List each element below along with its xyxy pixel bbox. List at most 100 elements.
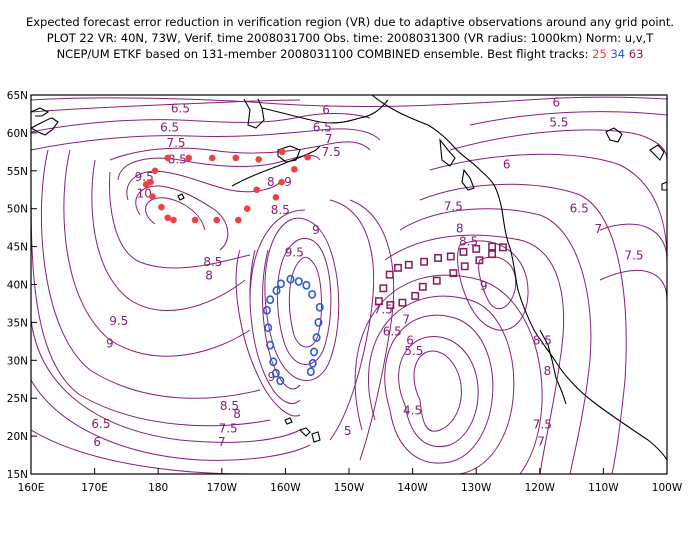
- contour-line: [109, 171, 251, 269]
- contour-line: [249, 209, 306, 301]
- contour-line: [235, 249, 301, 417]
- coastline: [31, 117, 59, 136]
- coastline: [461, 168, 475, 191]
- lon-tick-label: 160E: [18, 482, 45, 494]
- contour-label: 8: [205, 268, 213, 282]
- contour-line: [31, 113, 371, 133]
- contour-label: 9: [268, 370, 276, 384]
- contour-label: 8.5: [168, 152, 187, 166]
- blue-track-point: [272, 286, 281, 295]
- coastline: [298, 427, 311, 437]
- contour-label: 7.5: [322, 145, 341, 159]
- blue-track-point: [314, 317, 323, 327]
- red-track-point: [151, 167, 159, 175]
- coastline: [31, 107, 50, 117]
- coastline: [605, 127, 623, 143]
- contour-line: [31, 99, 301, 113]
- blue-track-point: [308, 358, 317, 368]
- red-track-point: [304, 153, 311, 161]
- contour-label: 8: [544, 364, 552, 378]
- purple-track-point: [418, 282, 427, 291]
- contour-line: [31, 128, 381, 151]
- contour-line: [367, 295, 515, 474]
- blue-track-point: [271, 368, 280, 378]
- purple-track-point: [432, 276, 441, 285]
- coastline: [661, 181, 667, 191]
- contour-label: 7: [218, 435, 226, 449]
- contour-line: [349, 199, 395, 461]
- contour-label: 8: [456, 221, 464, 235]
- contour-label: 7: [537, 434, 545, 448]
- contour-label: 6: [406, 334, 414, 348]
- contour-line: [31, 179, 271, 427]
- purple-track-point: [374, 297, 383, 306]
- title-line-2: PLOT 22 VR: 40N, 73W, Verif. time 200803…: [46, 31, 654, 45]
- contour-label: 6.5: [570, 202, 589, 216]
- contour-label: 6.5: [91, 417, 110, 431]
- contour-label: 9: [284, 175, 292, 189]
- purple-track-point: [498, 243, 507, 252]
- coastline: [231, 145, 321, 187]
- contour-label: 10: [137, 187, 152, 201]
- contour-layer: [31, 95, 667, 474]
- coastline: [371, 95, 667, 461]
- contour-line: [109, 141, 371, 161]
- contour-line: [91, 159, 246, 311]
- contour-line: [599, 223, 667, 261]
- contour-line: [145, 197, 206, 231]
- contour-label: 8: [267, 175, 275, 189]
- red-track-point: [147, 178, 154, 186]
- coastline: [284, 417, 293, 425]
- contour-line: [31, 319, 301, 443]
- lat-tick-label: 15N: [7, 469, 28, 481]
- contour-label: 8.5: [533, 334, 552, 348]
- purple-track-point: [379, 284, 388, 293]
- coastline: [261, 99, 389, 124]
- contour-label: 5.5: [404, 344, 423, 358]
- contour-label: 7.5: [166, 136, 185, 150]
- contour-line: [135, 185, 229, 251]
- contour-line: [478, 256, 517, 310]
- lat-tick-label: 20N: [7, 431, 28, 443]
- track-label-blue: 34: [610, 47, 626, 61]
- lat-tick-label: 30N: [7, 355, 28, 367]
- contour-line: [329, 199, 375, 441]
- title-line-3: NCEP/UM ETKF based on 131-member 2008031…: [0, 47, 700, 61]
- lon-tick-label: 170E: [81, 482, 108, 494]
- lat-tick-label: 35N: [7, 317, 28, 329]
- lat-tick-label: 25N: [7, 393, 28, 405]
- contour-line: [31, 96, 667, 107]
- blue-track-point: [306, 367, 315, 377]
- contour-label: 8.5: [271, 203, 290, 217]
- lon-tick-label: 130W: [461, 482, 492, 494]
- contour-label: 5.5: [549, 115, 568, 129]
- lon-tick-label: 180: [148, 482, 168, 494]
- blue-track-point: [262, 305, 271, 315]
- lat-tick-label: 40N: [7, 280, 28, 292]
- lat-tick-label: 65N: [7, 90, 28, 102]
- lon-tick-label: 110W: [588, 482, 619, 494]
- track-label-red: 25: [592, 47, 607, 61]
- purple-track-point: [446, 252, 455, 261]
- contour-label: 7: [402, 312, 410, 326]
- contour-line: [126, 170, 281, 201]
- contour-line: [276, 237, 332, 365]
- contour-label: 6: [93, 435, 101, 449]
- lon-tick-label: 150W: [334, 482, 365, 494]
- lat-tick-label: 55N: [7, 166, 28, 178]
- red-track-point: [253, 186, 261, 194]
- contour-label: 6.5: [383, 324, 402, 338]
- purple-track-point: [420, 257, 428, 266]
- contour-label: 6.5: [313, 121, 332, 135]
- red-track-point: [278, 178, 285, 186]
- blue-track-point: [302, 280, 311, 290]
- red-track-point: [213, 216, 221, 224]
- contour-line: [449, 129, 667, 161]
- contour-line: [398, 335, 479, 447]
- blue-track-point: [276, 376, 285, 386]
- purple-track-point: [411, 291, 420, 300]
- purple-track-point: [460, 262, 469, 271]
- flight-tracks: [142, 148, 507, 386]
- purple-track-point: [472, 244, 481, 253]
